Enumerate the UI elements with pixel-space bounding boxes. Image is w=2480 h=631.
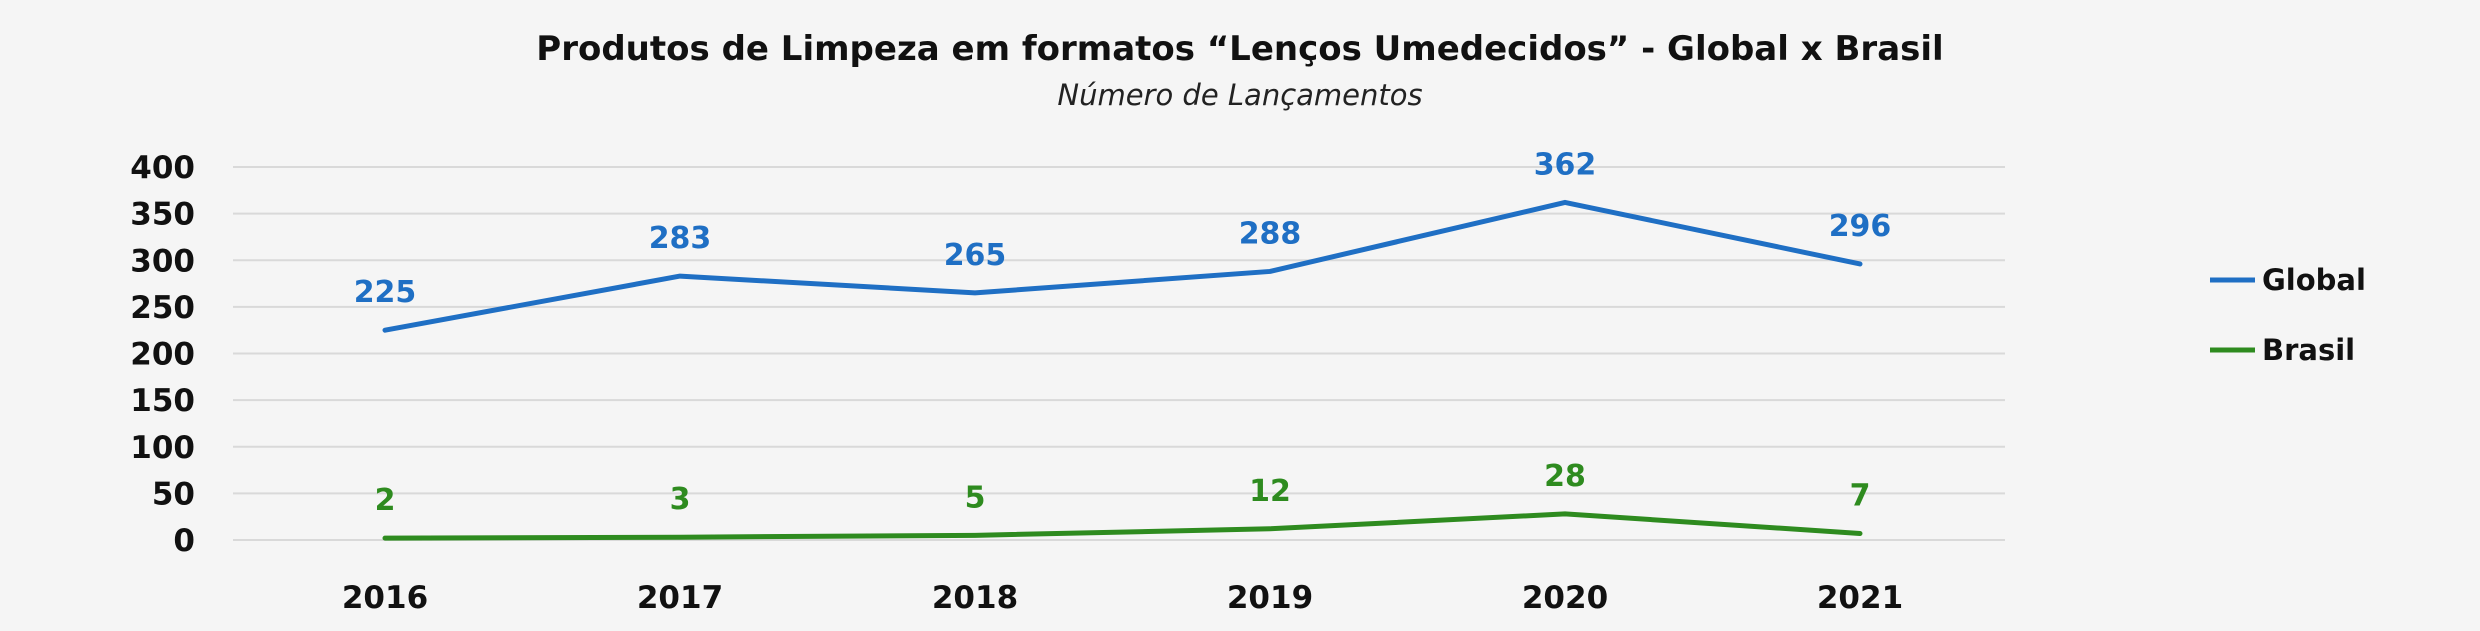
- y-axis: 0 50 100 150 200 250 300 350 400: [130, 150, 195, 559]
- data-label-global: 362: [1534, 147, 1597, 182]
- y-tick-label: 300: [130, 243, 195, 279]
- series-lines: [382, 199, 1863, 541]
- y-tick-label: 50: [152, 476, 195, 512]
- x-tick-label: 2016: [342, 580, 428, 616]
- data-label-brasil: 5: [965, 480, 986, 515]
- x-tick-label: 2020: [1522, 580, 1608, 616]
- y-tick-label: 0: [173, 523, 195, 559]
- y-tick-label: 150: [130, 383, 195, 419]
- y-tick-label: 250: [130, 290, 195, 326]
- data-label-brasil: 2: [375, 483, 396, 518]
- x-tick-label: 2018: [932, 580, 1018, 616]
- data-label-brasil: 7: [1850, 478, 1871, 513]
- x-tick-label: 2017: [637, 580, 723, 616]
- y-tick-label: 200: [130, 337, 195, 373]
- data-label-global: 296: [1829, 209, 1892, 244]
- data-label-global: 283: [649, 221, 712, 256]
- series-line-global: [382, 199, 1863, 333]
- data-label-global: 288: [1239, 216, 1302, 251]
- y-tick-label: 100: [130, 430, 195, 466]
- legend-label-brasil: Brasil: [2262, 333, 2355, 367]
- legend-label-global: Global: [2262, 263, 2366, 297]
- x-tick-label: 2021: [1817, 580, 1903, 616]
- data-labels: 225 283 265 288 362 296 2 3 5 12 28 7: [354, 147, 1892, 518]
- series-line-brasil: [382, 511, 1863, 541]
- data-label-brasil: 12: [1249, 474, 1291, 509]
- data-label-brasil: 28: [1544, 459, 1586, 494]
- grid-lines: [233, 166, 2005, 541]
- chart-subtitle: Número de Lançamentos: [1057, 78, 1422, 112]
- legend: Global Brasil: [2210, 263, 2366, 367]
- y-tick-label: 400: [130, 150, 195, 186]
- chart-title: Produtos de Limpeza em formatos “Lenços …: [536, 29, 1943, 69]
- x-axis: 2016 2017 2018 2019 2020 2021: [342, 580, 1903, 616]
- y-tick-label: 350: [130, 197, 195, 233]
- data-label-global: 265: [944, 238, 1007, 273]
- data-label-brasil: 3: [670, 482, 691, 517]
- x-tick-label: 2019: [1227, 580, 1313, 616]
- data-label-global: 225: [354, 275, 417, 310]
